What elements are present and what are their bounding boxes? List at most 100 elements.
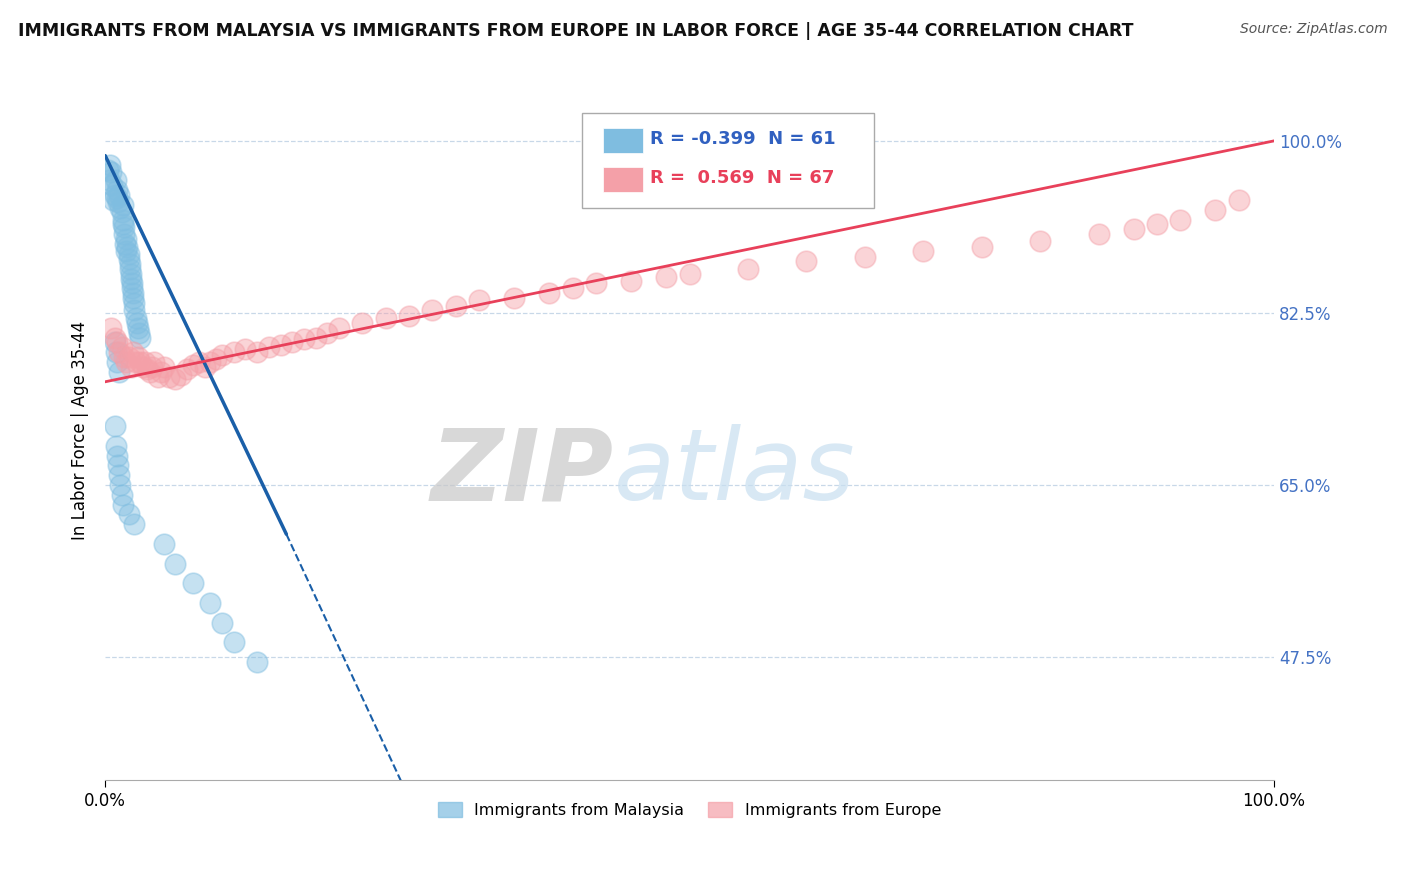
Point bbox=[1205, 202, 1227, 217]
Point bbox=[117, 508, 139, 522]
Point bbox=[1227, 193, 1250, 207]
Point bbox=[117, 350, 139, 364]
Point bbox=[122, 291, 145, 305]
Point bbox=[110, 340, 132, 354]
Point bbox=[104, 345, 127, 359]
Point bbox=[104, 173, 127, 187]
Point bbox=[134, 355, 156, 369]
Point bbox=[281, 335, 304, 350]
Point bbox=[108, 365, 131, 379]
Point bbox=[796, 253, 818, 268]
Point bbox=[176, 362, 198, 376]
Point bbox=[122, 286, 145, 301]
FancyBboxPatch shape bbox=[582, 113, 875, 208]
Text: IMMIGRANTS FROM MALAYSIA VS IMMIGRANTS FROM EUROPE IN LABOR FORCE | AGE 35-44 CO: IMMIGRANTS FROM MALAYSIA VS IMMIGRANTS F… bbox=[18, 22, 1133, 40]
Point bbox=[124, 517, 146, 532]
Point bbox=[211, 615, 233, 630]
Point bbox=[468, 293, 491, 308]
Point bbox=[103, 188, 125, 202]
FancyBboxPatch shape bbox=[603, 128, 643, 153]
Point bbox=[398, 309, 420, 323]
Point bbox=[292, 333, 315, 347]
Text: ZIP: ZIP bbox=[430, 425, 613, 521]
Point bbox=[678, 267, 700, 281]
Point bbox=[117, 240, 139, 254]
Point bbox=[585, 277, 607, 291]
Point bbox=[853, 250, 876, 264]
Point bbox=[105, 355, 128, 369]
Point bbox=[374, 310, 396, 325]
Point bbox=[117, 247, 139, 261]
Point bbox=[105, 449, 128, 463]
Point bbox=[110, 204, 132, 219]
Point bbox=[125, 316, 148, 330]
Point bbox=[150, 365, 173, 379]
Legend: Immigrants from Malaysia, Immigrants from Europe: Immigrants from Malaysia, Immigrants fro… bbox=[432, 796, 948, 824]
Point bbox=[124, 310, 146, 325]
Point bbox=[97, 173, 120, 187]
Point bbox=[115, 355, 138, 369]
Point bbox=[222, 635, 245, 649]
Point bbox=[235, 343, 257, 357]
Point bbox=[187, 355, 209, 369]
Point bbox=[120, 267, 142, 281]
Point bbox=[211, 348, 233, 362]
Point bbox=[111, 198, 134, 212]
Point bbox=[111, 218, 134, 232]
Point bbox=[257, 340, 280, 354]
Point bbox=[165, 372, 187, 386]
Point bbox=[124, 296, 146, 310]
Point bbox=[165, 557, 187, 571]
Point bbox=[112, 227, 135, 242]
Point bbox=[1087, 227, 1109, 242]
Point bbox=[103, 419, 125, 434]
Point bbox=[200, 596, 222, 610]
Point bbox=[110, 488, 132, 502]
Point bbox=[970, 240, 993, 254]
Point bbox=[655, 269, 678, 284]
Point bbox=[105, 191, 128, 205]
Point bbox=[110, 478, 132, 492]
Point bbox=[152, 359, 174, 374]
Point bbox=[112, 350, 135, 364]
Point bbox=[1170, 212, 1192, 227]
Point bbox=[111, 212, 134, 227]
Point bbox=[181, 358, 204, 372]
Point bbox=[200, 355, 222, 369]
Point bbox=[138, 365, 160, 379]
Point bbox=[444, 299, 467, 313]
Point bbox=[98, 159, 121, 173]
Point bbox=[103, 335, 125, 350]
Point bbox=[105, 335, 128, 350]
Text: R = -0.399  N = 61: R = -0.399 N = 61 bbox=[650, 130, 835, 148]
Point bbox=[561, 281, 583, 295]
Point bbox=[111, 498, 134, 512]
Point bbox=[115, 244, 138, 258]
Point bbox=[96, 163, 118, 178]
Point bbox=[127, 320, 149, 334]
Point bbox=[124, 355, 146, 369]
Point bbox=[152, 537, 174, 551]
Point bbox=[129, 355, 152, 369]
Point bbox=[105, 183, 128, 197]
Point bbox=[114, 237, 136, 252]
Point bbox=[108, 188, 131, 202]
Point bbox=[141, 359, 163, 374]
Point bbox=[146, 369, 169, 384]
Point bbox=[737, 261, 759, 276]
Point bbox=[246, 345, 269, 359]
Point bbox=[108, 468, 131, 483]
Point bbox=[122, 345, 145, 359]
Point bbox=[128, 326, 150, 340]
Point bbox=[121, 277, 143, 291]
Point bbox=[108, 345, 131, 359]
Point bbox=[100, 165, 122, 179]
Point bbox=[117, 252, 139, 266]
Y-axis label: In Labor Force | Age 35-44: In Labor Force | Age 35-44 bbox=[72, 321, 89, 541]
FancyBboxPatch shape bbox=[603, 167, 643, 192]
Point bbox=[120, 271, 142, 285]
Point bbox=[503, 291, 526, 305]
Point bbox=[159, 369, 181, 384]
Point bbox=[127, 350, 149, 364]
Point bbox=[104, 439, 127, 453]
